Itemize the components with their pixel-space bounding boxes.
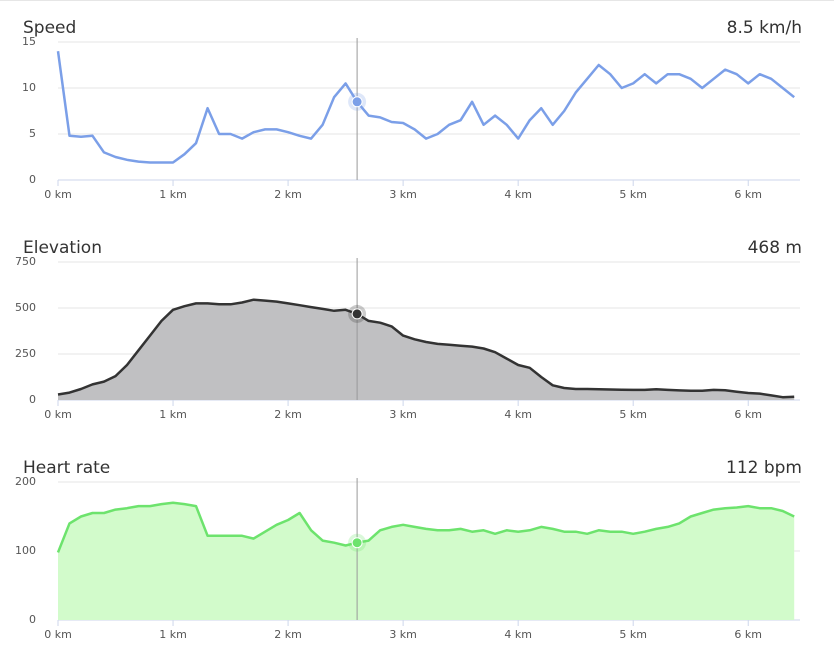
line bbox=[57, 298, 795, 399]
x-tick-label: 0 km bbox=[44, 408, 72, 421]
x-tick-label: 2 km bbox=[274, 188, 302, 201]
y-tick-label: 200 bbox=[15, 475, 36, 488]
x-tick-label: 5 km bbox=[619, 408, 647, 421]
x-tick-label: 1 km bbox=[159, 188, 187, 201]
y-tick-label: 750 bbox=[15, 255, 36, 268]
x-tick-label: 0 km bbox=[44, 628, 72, 641]
x-tick-label: 3 km bbox=[389, 408, 417, 421]
x-tick-label: 2 km bbox=[274, 408, 302, 421]
top-border bbox=[0, 0, 834, 1]
x-tick-label: 5 km bbox=[619, 628, 647, 641]
x-tick-label: 6 km bbox=[734, 188, 762, 201]
y-tick-label: 0 bbox=[29, 173, 36, 186]
y-tick-label: 100 bbox=[15, 544, 36, 557]
y-tick-label: 5 bbox=[29, 127, 36, 140]
chart-title: Heart rate bbox=[23, 458, 110, 478]
y-tick-label: 500 bbox=[15, 301, 36, 314]
chart-title: Elevation bbox=[23, 238, 102, 258]
current-value: 8.5 km/h bbox=[727, 18, 802, 38]
line bbox=[56, 501, 795, 553]
x-tick-label: 4 km bbox=[504, 408, 532, 421]
area bbox=[58, 299, 795, 400]
y-tick-label: 15 bbox=[22, 35, 36, 48]
hover-point bbox=[351, 308, 363, 320]
x-tick-label: 2 km bbox=[274, 628, 302, 641]
x-tick-label: 4 km bbox=[504, 628, 532, 641]
x-tick-label: 1 km bbox=[159, 408, 187, 421]
x-tick-label: 1 km bbox=[159, 628, 187, 641]
x-tick-label: 6 km bbox=[734, 628, 762, 641]
x-tick-label: 6 km bbox=[734, 408, 762, 421]
y-tick-label: 0 bbox=[29, 613, 36, 626]
line bbox=[56, 51, 795, 164]
y-tick-label: 250 bbox=[15, 347, 36, 360]
y-tick-label: 10 bbox=[22, 81, 36, 94]
hover-point bbox=[351, 537, 363, 549]
current-value: 468 m bbox=[748, 238, 802, 258]
current-value: 112 bpm bbox=[726, 458, 802, 478]
x-tick-label: 5 km bbox=[619, 188, 647, 201]
y-tick-label: 0 bbox=[29, 393, 36, 406]
chart-title: Speed bbox=[23, 18, 76, 38]
x-tick-label: 4 km bbox=[504, 188, 532, 201]
x-tick-label: 0 km bbox=[44, 188, 72, 201]
x-tick-label: 3 km bbox=[389, 628, 417, 641]
x-tick-label: 3 km bbox=[389, 188, 417, 201]
hover-point bbox=[351, 96, 363, 108]
